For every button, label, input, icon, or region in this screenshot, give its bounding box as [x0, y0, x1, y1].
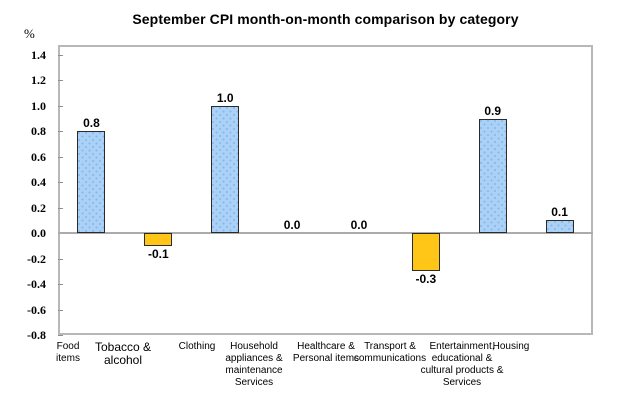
y-tick-mark — [58, 105, 63, 107]
bar-1 — [77, 131, 106, 234]
y-tick-mark — [58, 131, 63, 133]
value-label: 0.0 — [283, 218, 301, 233]
y-tick-label: 0.4 — [31, 175, 46, 190]
category-label-5: Healthcare & Personal items — [292, 341, 360, 364]
y-tick-mark — [58, 182, 63, 184]
category-label-8: Housing — [492, 341, 530, 352]
category-label-2: Tobacco & alcohol — [94, 340, 152, 367]
value-label: 0.8 — [83, 116, 100, 131]
y-tick-label: 0.8 — [31, 124, 46, 139]
y-tick-mark — [58, 80, 63, 82]
y-tick-label: -0.8 — [27, 328, 46, 342]
value-label: 0.0 — [350, 218, 368, 233]
bar-6 — [411, 233, 440, 272]
y-tick-mark — [58, 309, 63, 311]
y-tick-label: -0.6 — [27, 302, 46, 317]
value-label: -0.1 — [147, 246, 169, 261]
plot-area — [58, 45, 593, 335]
chart-title: September CPI month-on-month comparison … — [132, 11, 519, 27]
value-label: 0.9 — [484, 103, 502, 118]
bar-7 — [478, 118, 507, 234]
value-label: -0.3 — [415, 272, 437, 287]
bar-3 — [211, 105, 240, 234]
y-tick-mark — [58, 258, 63, 260]
y-tick-mark — [58, 335, 63, 336]
value-label: 1.0 — [216, 90, 234, 105]
y-axis-unit-label: % — [24, 26, 35, 41]
y-tick-mark — [58, 207, 63, 209]
y-tick-label: -0.4 — [27, 277, 46, 292]
category-label-6: Transport & communications — [353, 341, 427, 364]
y-tick-label: 0.0 — [31, 226, 46, 241]
y-tick-label: 0.2 — [31, 200, 46, 215]
y-tick-mark — [58, 156, 63, 158]
category-label-3: Clothing — [178, 341, 216, 352]
y-tick-label: 1.2 — [31, 73, 46, 88]
y-tick-mark — [58, 55, 63, 56]
category-label-4: Household appliances & maintenance Servi… — [225, 341, 283, 388]
y-tick-mark — [58, 284, 63, 286]
category-label-1: Food items — [56, 341, 80, 364]
y-tick-label: 1.4 — [31, 48, 46, 62]
y-tick-label: -0.2 — [27, 251, 46, 266]
bar-8 — [545, 220, 574, 234]
zero-baseline — [58, 232, 593, 235]
category-label-7: Entertainment, educational & cultural pr… — [420, 341, 504, 388]
y-tick-label: 0.6 — [31, 149, 46, 164]
value-label: 0.1 — [551, 205, 568, 220]
y-tick-label: 1.0 — [31, 98, 46, 113]
bar-2 — [144, 233, 173, 246]
